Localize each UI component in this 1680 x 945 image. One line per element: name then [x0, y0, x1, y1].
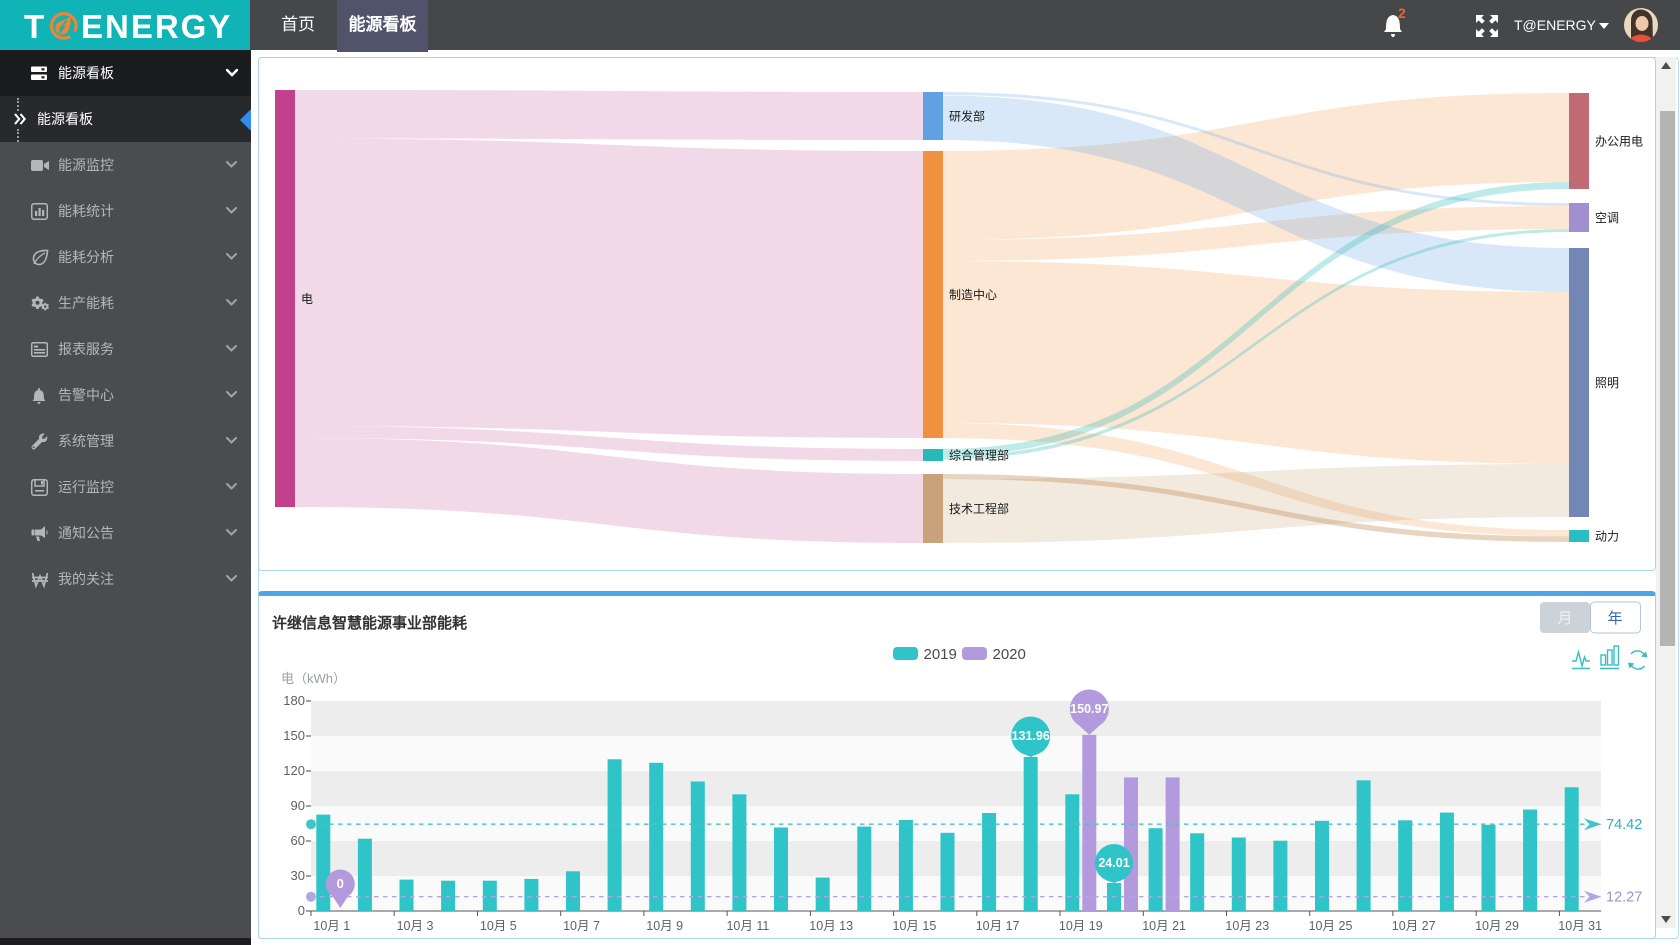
- svg-text:电: 电: [301, 292, 313, 306]
- svg-text:24.01: 24.01: [1098, 856, 1129, 870]
- svg-text:10月 27: 10月 27: [1392, 919, 1436, 933]
- svg-text:研发部: 研发部: [949, 109, 985, 124]
- svg-text:0: 0: [298, 903, 305, 918]
- svg-text:电（kWh）: 电（kWh）: [281, 671, 346, 686]
- svg-text:60: 60: [291, 833, 305, 848]
- svg-text:10月 1: 10月 1: [313, 919, 350, 933]
- svg-text:综合管理部: 综合管理部: [949, 448, 1009, 463]
- svg-text:10月 17: 10月 17: [976, 919, 1020, 933]
- svg-text:150: 150: [283, 728, 305, 743]
- svg-text:办公用电: 办公用电: [1595, 134, 1643, 149]
- svg-text:12.27: 12.27: [1606, 890, 1642, 906]
- svg-text:10月 25: 10月 25: [1309, 919, 1353, 933]
- svg-text:技术工程部: 技术工程部: [949, 501, 1009, 516]
- svg-text:2020: 2020: [993, 646, 1026, 663]
- svg-text:120: 120: [283, 763, 305, 778]
- svg-text:制造中心: 制造中心: [949, 287, 997, 302]
- svg-text:空调: 空调: [1595, 211, 1619, 225]
- svg-text:10月 13: 10月 13: [809, 919, 853, 933]
- svg-text:10月 31: 10月 31: [1558, 919, 1602, 933]
- svg-text:10月 3: 10月 3: [397, 919, 434, 933]
- svg-text:10月 23: 10月 23: [1225, 919, 1269, 933]
- svg-text:10月 19: 10月 19: [1059, 919, 1103, 933]
- svg-text:10月 11: 10月 11: [726, 919, 769, 933]
- svg-text:T: T: [24, 8, 45, 45]
- svg-text:年: 年: [1607, 610, 1622, 627]
- svg-text:ENERGY: ENERGY: [81, 8, 232, 45]
- svg-text:10月 29: 10月 29: [1475, 919, 1519, 933]
- svg-text:10月 5: 10月 5: [480, 919, 517, 933]
- svg-text:月: 月: [1557, 610, 1572, 627]
- svg-text:90: 90: [291, 798, 305, 813]
- svg-text:2: 2: [1398, 6, 1406, 21]
- svg-text:2019: 2019: [924, 646, 957, 663]
- svg-text:150.97: 150.97: [1070, 702, 1108, 716]
- svg-text:10月 9: 10月 9: [646, 919, 683, 933]
- svg-text:180: 180: [283, 693, 305, 708]
- svg-text:0: 0: [337, 876, 344, 891]
- svg-text:动力: 动力: [1595, 530, 1619, 544]
- svg-text:10月 15: 10月 15: [893, 919, 937, 933]
- svg-text:131.96: 131.96: [1012, 729, 1050, 743]
- svg-text:10月 21: 10月 21: [1142, 919, 1186, 933]
- svg-text:74.42: 74.42: [1606, 817, 1642, 833]
- svg-text:30: 30: [291, 868, 305, 883]
- svg-text:照明: 照明: [1595, 376, 1619, 390]
- svg-text:10月 7: 10月 7: [563, 919, 600, 933]
